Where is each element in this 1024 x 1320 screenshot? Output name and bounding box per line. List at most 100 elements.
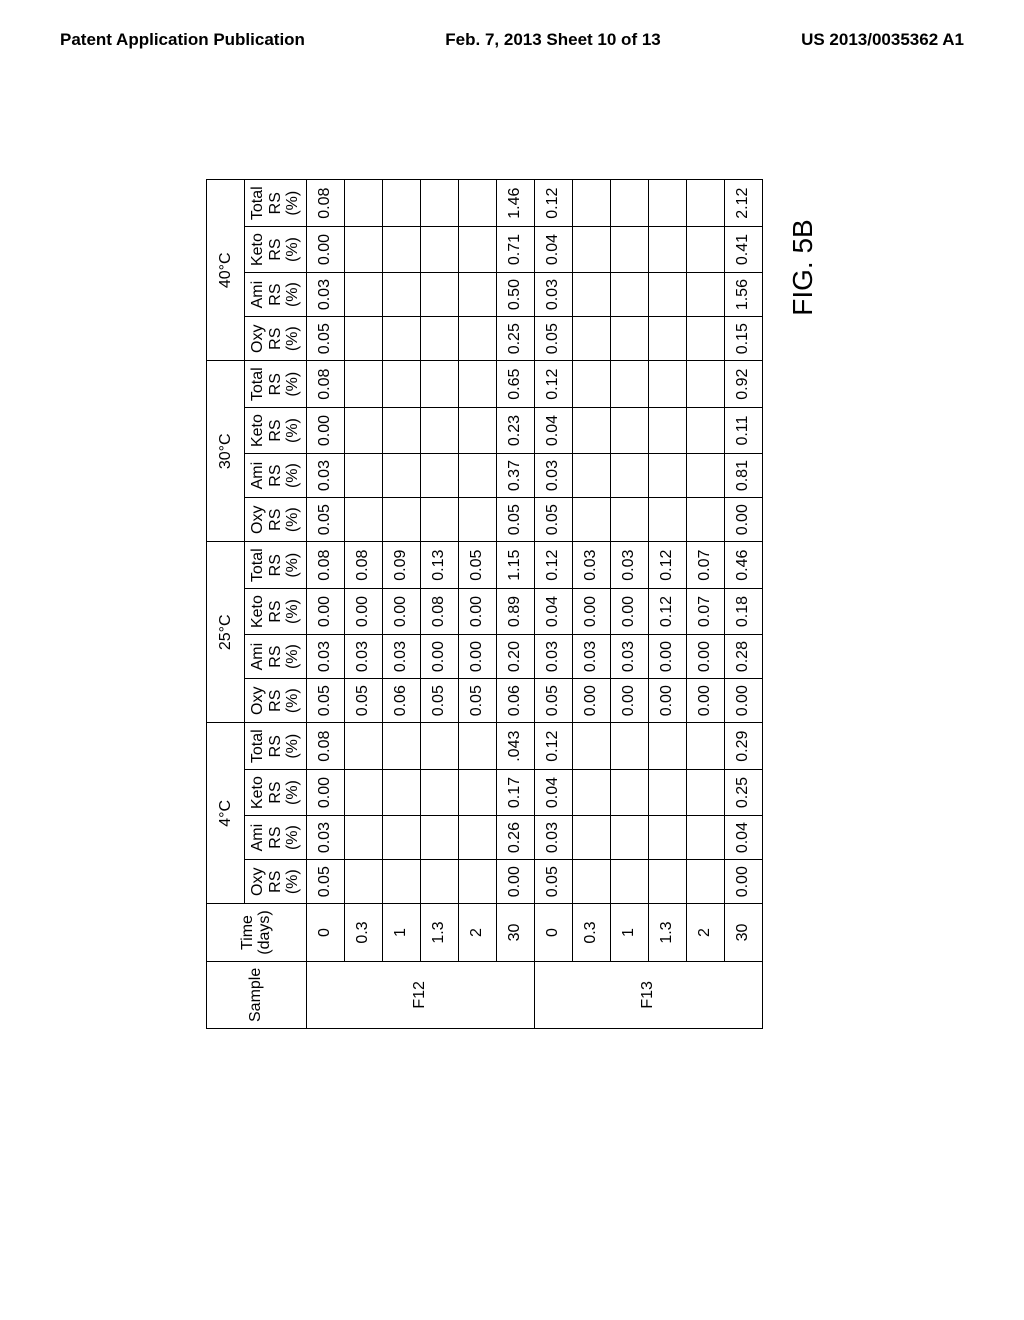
value-cell: 0.81	[724, 454, 762, 498]
value-cell: 0.04	[534, 770, 572, 816]
value-cell: 0.05	[306, 860, 344, 904]
hatched-cell	[420, 860, 458, 904]
value-cell: 0.00	[458, 635, 496, 679]
value-cell: 0.00	[724, 498, 762, 542]
hatched-cell	[610, 498, 648, 542]
time-cell: 0	[534, 904, 572, 961]
col-sample-header: Sample	[206, 961, 306, 1028]
value-cell: 0.05	[496, 498, 534, 542]
value-cell: 0.00	[306, 227, 344, 273]
value-cell: 0.03	[534, 635, 572, 679]
hatched-cell	[648, 227, 686, 273]
value-cell: 0.03	[534, 273, 572, 317]
subhead-2-2: KetoRS(%)	[244, 408, 306, 454]
time-cell: 0	[306, 904, 344, 961]
hatched-cell	[686, 227, 724, 273]
value-cell: 0.08	[306, 542, 344, 589]
value-cell: 0.03	[306, 816, 344, 860]
value-cell: 0.29	[724, 723, 762, 770]
subhead-3-1: AmiRS(%)	[244, 273, 306, 317]
temp-header-0: 4°C	[206, 723, 244, 904]
value-cell: 0.05	[534, 679, 572, 723]
subhead-3-3: TotalRS(%)	[244, 180, 306, 227]
hatched-cell	[648, 361, 686, 408]
value-cell: 0.12	[534, 180, 572, 227]
subhead-1-3: TotalRS(%)	[244, 542, 306, 589]
hatched-cell	[610, 454, 648, 498]
value-cell: 0.03	[572, 635, 610, 679]
hatched-cell	[382, 227, 420, 273]
hatched-cell	[458, 227, 496, 273]
subhead-0-1: AmiRS(%)	[244, 816, 306, 860]
hatched-cell	[610, 770, 648, 816]
hatched-cell	[458, 273, 496, 317]
sample-F12: F12	[306, 961, 534, 1028]
value-cell: 0.00	[306, 770, 344, 816]
hatched-cell	[648, 770, 686, 816]
hatched-cell	[382, 498, 420, 542]
value-cell: 0.20	[496, 635, 534, 679]
value-cell: 0.07	[686, 542, 724, 589]
hatched-cell	[572, 408, 610, 454]
value-cell: 0.06	[496, 679, 534, 723]
value-cell: 0.05	[458, 542, 496, 589]
hatched-cell	[382, 317, 420, 361]
time-cell: 2	[458, 904, 496, 961]
hatched-cell	[572, 273, 610, 317]
hatched-cell	[648, 180, 686, 227]
value-cell: 0.05	[306, 498, 344, 542]
hatched-cell	[420, 816, 458, 860]
value-cell: 0.08	[306, 723, 344, 770]
hatched-cell	[648, 273, 686, 317]
value-cell: 0.00	[610, 679, 648, 723]
hatched-cell	[572, 723, 610, 770]
value-cell: 0.00	[572, 589, 610, 635]
hatched-cell	[686, 180, 724, 227]
hatched-cell	[420, 317, 458, 361]
value-cell: 0.03	[306, 454, 344, 498]
hatched-cell	[610, 860, 648, 904]
col-time-header: Time(days)	[206, 904, 306, 961]
hatched-cell	[382, 454, 420, 498]
value-cell: 0.28	[724, 635, 762, 679]
value-cell: 0.37	[496, 454, 534, 498]
value-cell: 0.05	[420, 679, 458, 723]
value-cell: 2.12	[724, 180, 762, 227]
data-table: SampleTime(days)4°C25°C30°C40°COxyRS(%)A…	[206, 179, 763, 1029]
value-cell: 0.00	[724, 860, 762, 904]
value-cell: 0.08	[344, 542, 382, 589]
temp-header-3: 40°C	[206, 180, 244, 361]
hatched-cell	[420, 273, 458, 317]
value-cell: 0.00	[648, 635, 686, 679]
value-cell: 0.41	[724, 227, 762, 273]
value-cell: 0.05	[306, 679, 344, 723]
value-cell: 0.00	[420, 635, 458, 679]
value-cell: 0.04	[534, 589, 572, 635]
time-cell: 2	[686, 904, 724, 961]
hatched-cell	[344, 361, 382, 408]
value-cell: 0.08	[306, 361, 344, 408]
hatched-cell	[572, 816, 610, 860]
hatched-cell	[572, 361, 610, 408]
hatched-cell	[686, 361, 724, 408]
value-cell: 0.00	[344, 589, 382, 635]
hatched-cell	[382, 860, 420, 904]
subhead-3-2: KetoRS(%)	[244, 227, 306, 273]
hatched-cell	[420, 408, 458, 454]
hatched-cell	[420, 454, 458, 498]
value-cell: 0.09	[382, 542, 420, 589]
value-cell: 1.15	[496, 542, 534, 589]
hatched-cell	[344, 770, 382, 816]
hatched-cell	[458, 770, 496, 816]
hatched-cell	[344, 408, 382, 454]
value-cell: 0.03	[344, 635, 382, 679]
hatched-cell	[344, 227, 382, 273]
hatched-cell	[572, 860, 610, 904]
hatched-cell	[572, 227, 610, 273]
hatched-cell	[610, 361, 648, 408]
hatched-cell	[686, 317, 724, 361]
value-cell: 0.00	[382, 589, 420, 635]
hatched-cell	[420, 180, 458, 227]
hatched-cell	[382, 361, 420, 408]
time-cell: 30	[724, 904, 762, 961]
